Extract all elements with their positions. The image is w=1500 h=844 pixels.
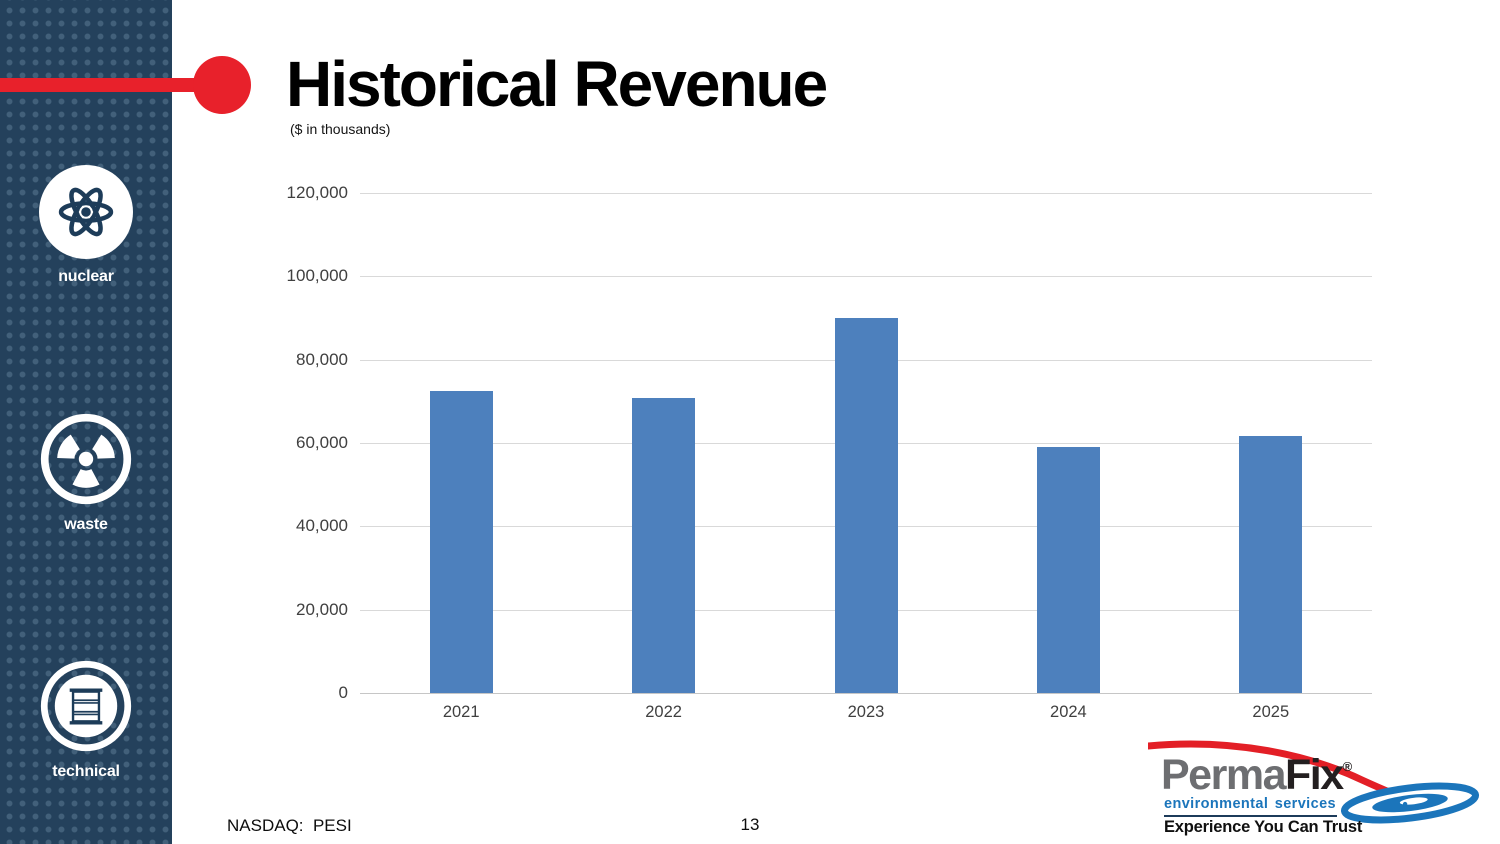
y-axis-tick-label: 80,000 — [296, 349, 348, 369]
chart-xlabels: 2021 2022 2023 2024 2025 — [360, 703, 1372, 725]
accent-dot — [193, 56, 251, 114]
page-title: Historical Revenue — [286, 48, 828, 120]
logo-swoosh-swirl-icon — [1148, 740, 1480, 824]
logo-tagline-services: environmental services — [1164, 796, 1336, 812]
radiation-icon — [38, 411, 134, 507]
gridline — [360, 276, 1372, 278]
y-axis-tick-label: 20,000 — [296, 599, 348, 619]
accent-line — [0, 78, 200, 92]
x-axis-tick-label: 2023 — [847, 703, 885, 721]
chart-ylabels: 120,000 100,000 80,000 60,000 40,000 20,000 0 — [238, 183, 348, 702]
sidebar-item-label: waste — [64, 516, 108, 533]
permafix-logo: PermaFix® environmental services Experie… — [1148, 737, 1498, 841]
sidebar-item-label: nuclear — [58, 268, 114, 285]
registered-mark: ® — [1342, 759, 1353, 774]
sidebar-item-label: technical — [52, 763, 120, 780]
y-axis-tick-label: 0 — [338, 683, 348, 702]
x-axis-tick-label: 2024 — [1050, 703, 1087, 721]
bar-2022 — [632, 398, 696, 693]
sidebar: nuclear waste — [0, 0, 172, 844]
x-axis-tick-label: 2021 — [442, 703, 480, 721]
bar-2021 — [429, 391, 493, 693]
x-axis-tick-label: 2025 — [1252, 703, 1290, 721]
gridline — [360, 693, 1372, 694]
sidebar-item-nuclear: nuclear — [0, 165, 172, 286]
bar-2025 — [1239, 435, 1303, 693]
logo-tagline-trust: Experience You Can Trust — [1164, 818, 1363, 836]
logo-brand-perma: Perma — [1161, 751, 1286, 799]
gridline — [360, 193, 1372, 194]
logo-brand-fix: Fix — [1284, 751, 1344, 799]
x-axis-tick-label: 2022 — [645, 703, 682, 721]
page-number: 13 — [740, 815, 760, 834]
bar-2023 — [834, 318, 898, 693]
y-axis-tick-label: 60,000 — [296, 433, 348, 452]
bar-2024 — [1036, 446, 1100, 693]
drum-icon — [38, 658, 134, 754]
logo-brand: PermaFix® — [1161, 754, 1352, 797]
y-axis-tick-label: 40,000 — [296, 516, 348, 536]
ticker-label: NASDAQ: PESI — [227, 816, 352, 835]
logo-divider — [1164, 814, 1337, 817]
page-subtitle: ($ in thousands) — [290, 121, 391, 137]
y-axis-tick-label: 100,000 — [286, 266, 348, 286]
chart-plot — [360, 193, 1372, 694]
sidebar-item-technical: technical — [0, 658, 172, 781]
atom-icon — [39, 165, 133, 259]
y-axis-tick-label: 120,000 — [286, 183, 348, 202]
sidebar-item-waste: waste — [0, 411, 172, 534]
